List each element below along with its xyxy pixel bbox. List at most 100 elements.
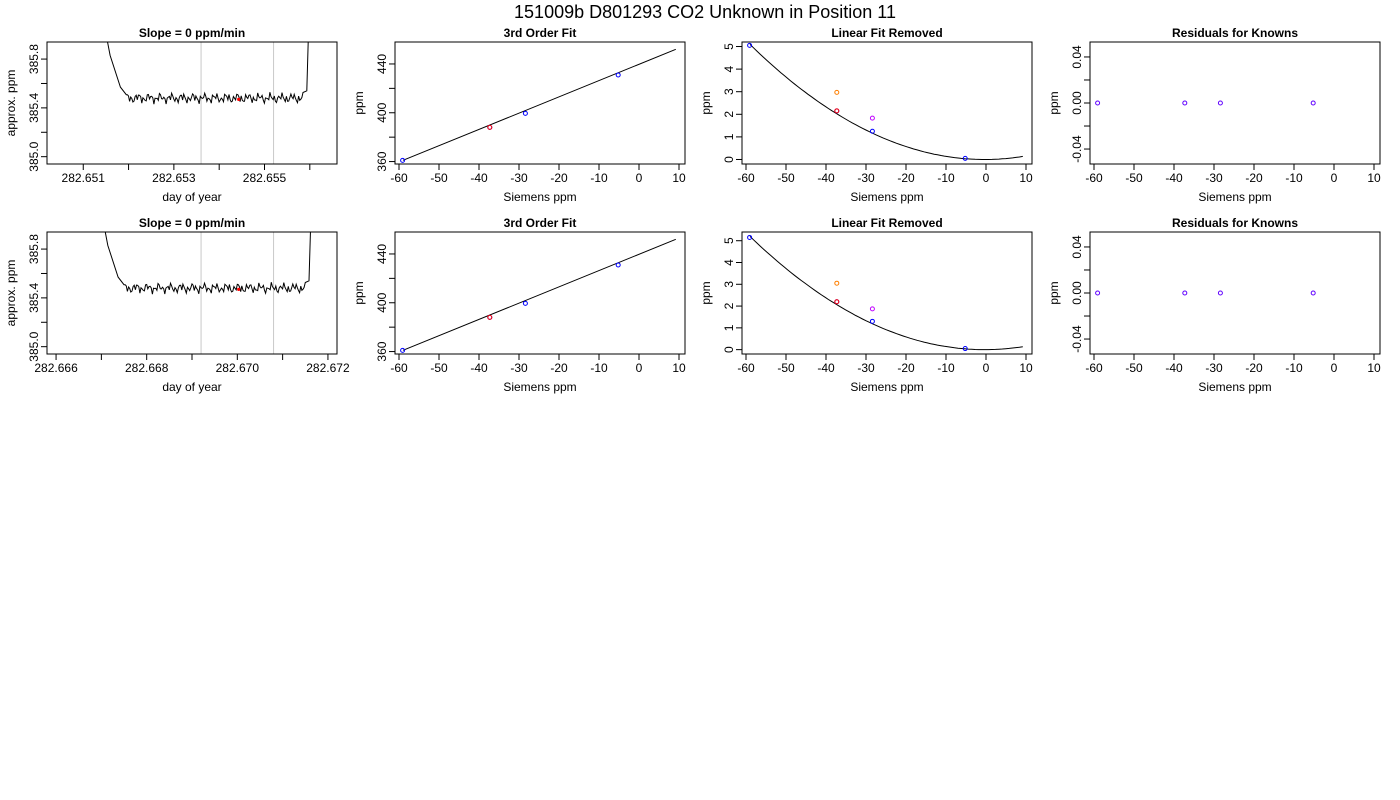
plot-frame — [46, 231, 338, 355]
data-point-purple — [1182, 290, 1188, 296]
x-tick-label: -60 — [390, 361, 408, 375]
fit-curve — [749, 236, 1023, 351]
data-point-red — [834, 299, 840, 305]
y-tick-label: 385.8 — [27, 234, 41, 264]
x-tick-label: 10 — [1019, 361, 1033, 375]
mean-point-marker — [237, 287, 241, 291]
y-tick-label: 385.4 — [27, 93, 41, 123]
chart-panel-4: Residuals for Knowns -60 -50 -40 -30 -20 -10 0 1… — [1047, 26, 1381, 204]
chart-title: Slope = 0 ppm/min — [139, 216, 245, 230]
ppm-trace-line — [104, 232, 311, 296]
x-tick-label: -40 — [817, 361, 835, 375]
data-point-blue — [400, 347, 406, 353]
figure-suptitle: 151009b D801293 CO2 Unknown in Position … — [514, 2, 896, 22]
plot-frame — [394, 41, 686, 165]
x-tick-label: 10 — [1367, 171, 1381, 185]
data-point-blue — [615, 72, 621, 78]
y-tick-label: 440 — [375, 54, 389, 74]
y-tick-label: 0 — [722, 346, 736, 353]
chart-panel-3: Linear Fit Removed -60 -50 -40 -30 -20 -10 0 10 0… — [699, 26, 1033, 204]
x-tick-label: 10 — [1019, 171, 1033, 185]
plot-frame — [741, 231, 1033, 355]
x-tick-label: -10 — [937, 171, 955, 185]
data-point-purple — [1217, 290, 1223, 296]
fit-line — [402, 48, 676, 161]
x-axis-label: day of year — [162, 190, 221, 204]
y-tick-label: 0.00 — [1070, 281, 1084, 305]
x-tick-label: -60 — [737, 171, 755, 185]
x-tick-label: 0 — [1331, 361, 1338, 375]
data-point-red — [834, 108, 840, 114]
x-tick-label: -30 — [857, 171, 875, 185]
x-tick-label: 282.672 — [306, 361, 350, 375]
y-tick-label: 3 — [722, 88, 736, 95]
plot-frame — [1089, 41, 1381, 165]
y-tick-label: 5 — [722, 43, 736, 50]
y-tick-label: 1 — [722, 133, 736, 140]
y-tick-label: 360 — [375, 341, 389, 361]
x-axis-label: Siemens ppm — [1198, 380, 1271, 394]
y-tick-label: -0.04 — [1070, 135, 1084, 163]
fit-line — [402, 238, 676, 351]
y-tick-label: 385.0 — [27, 141, 41, 171]
y-tick-label: 360 — [375, 151, 389, 171]
plot-frame — [394, 231, 686, 355]
y-axis-label: ppm — [699, 281, 713, 304]
data-point-magenta — [869, 306, 875, 312]
x-tick-label: -40 — [470, 171, 488, 185]
y-tick-label: 3 — [722, 281, 736, 288]
data-point-purple — [1095, 100, 1101, 106]
fit-curve — [749, 44, 1023, 160]
x-tick-label: 10 — [1367, 361, 1381, 375]
data-point-blue — [522, 110, 528, 116]
x-tick-label: 0 — [636, 171, 643, 185]
x-tick-label: -30 — [510, 171, 528, 185]
y-axis-label: ppm — [699, 91, 713, 114]
x-axis-label: Siemens ppm — [503, 190, 576, 204]
plot-area — [104, 232, 311, 354]
data-point-purple — [1310, 100, 1316, 106]
panel-grid: Slope = 0 ppm/min 282.651 282.653 282.655 38… — [4, 26, 1381, 394]
x-tick-label: -50 — [1125, 361, 1143, 375]
x-tick-label: 0 — [1331, 171, 1338, 185]
x-tick-label: -50 — [430, 171, 448, 185]
x-tick-label: -50 — [1125, 171, 1143, 185]
x-axis-label: Siemens ppm — [850, 190, 923, 204]
x-tick-label: -60 — [737, 361, 755, 375]
x-tick-label: 0 — [636, 361, 643, 375]
x-tick-label: -10 — [590, 171, 608, 185]
x-tick-label: -30 — [1205, 361, 1223, 375]
x-tick-label: -30 — [1205, 171, 1223, 185]
x-tick-label: -20 — [550, 171, 568, 185]
plot-area — [1095, 100, 1316, 106]
x-tick-label: -60 — [1085, 171, 1103, 185]
data-point-orange — [834, 280, 840, 286]
x-tick-label: 282.653 — [152, 171, 196, 185]
data-point-red — [487, 124, 493, 130]
chart-title: Residuals for Knowns — [1172, 216, 1298, 230]
y-tick-label: 2 — [722, 111, 736, 118]
data-point-blue — [615, 262, 621, 268]
y-tick-label: 2 — [722, 302, 736, 309]
x-tick-label: -50 — [777, 361, 795, 375]
mean-point-marker — [237, 97, 241, 101]
chart-panel-5: Slope = 0 ppm/min 282.666 282.668 282.670 28… — [4, 216, 350, 394]
y-tick-label: 5 — [722, 237, 736, 244]
data-point-blue — [400, 157, 406, 163]
y-tick-label: 0.04 — [1070, 235, 1084, 259]
x-tick-label: 0 — [983, 361, 990, 375]
x-tick-label: -20 — [1245, 171, 1263, 185]
data-point-blue — [522, 300, 528, 306]
chart-title: 3rd Order Fit — [504, 216, 577, 230]
x-axis-label: Siemens ppm — [503, 380, 576, 394]
y-tick-label: 440 — [375, 244, 389, 264]
x-tick-label: 282.651 — [62, 171, 106, 185]
y-tick-label: 400 — [375, 102, 389, 122]
x-axis-label: Siemens ppm — [1198, 190, 1271, 204]
x-tick-label: -10 — [590, 361, 608, 375]
x-tick-label: -40 — [470, 361, 488, 375]
data-point-purple — [1310, 290, 1316, 296]
chart-title: 3rd Order Fit — [504, 26, 577, 40]
